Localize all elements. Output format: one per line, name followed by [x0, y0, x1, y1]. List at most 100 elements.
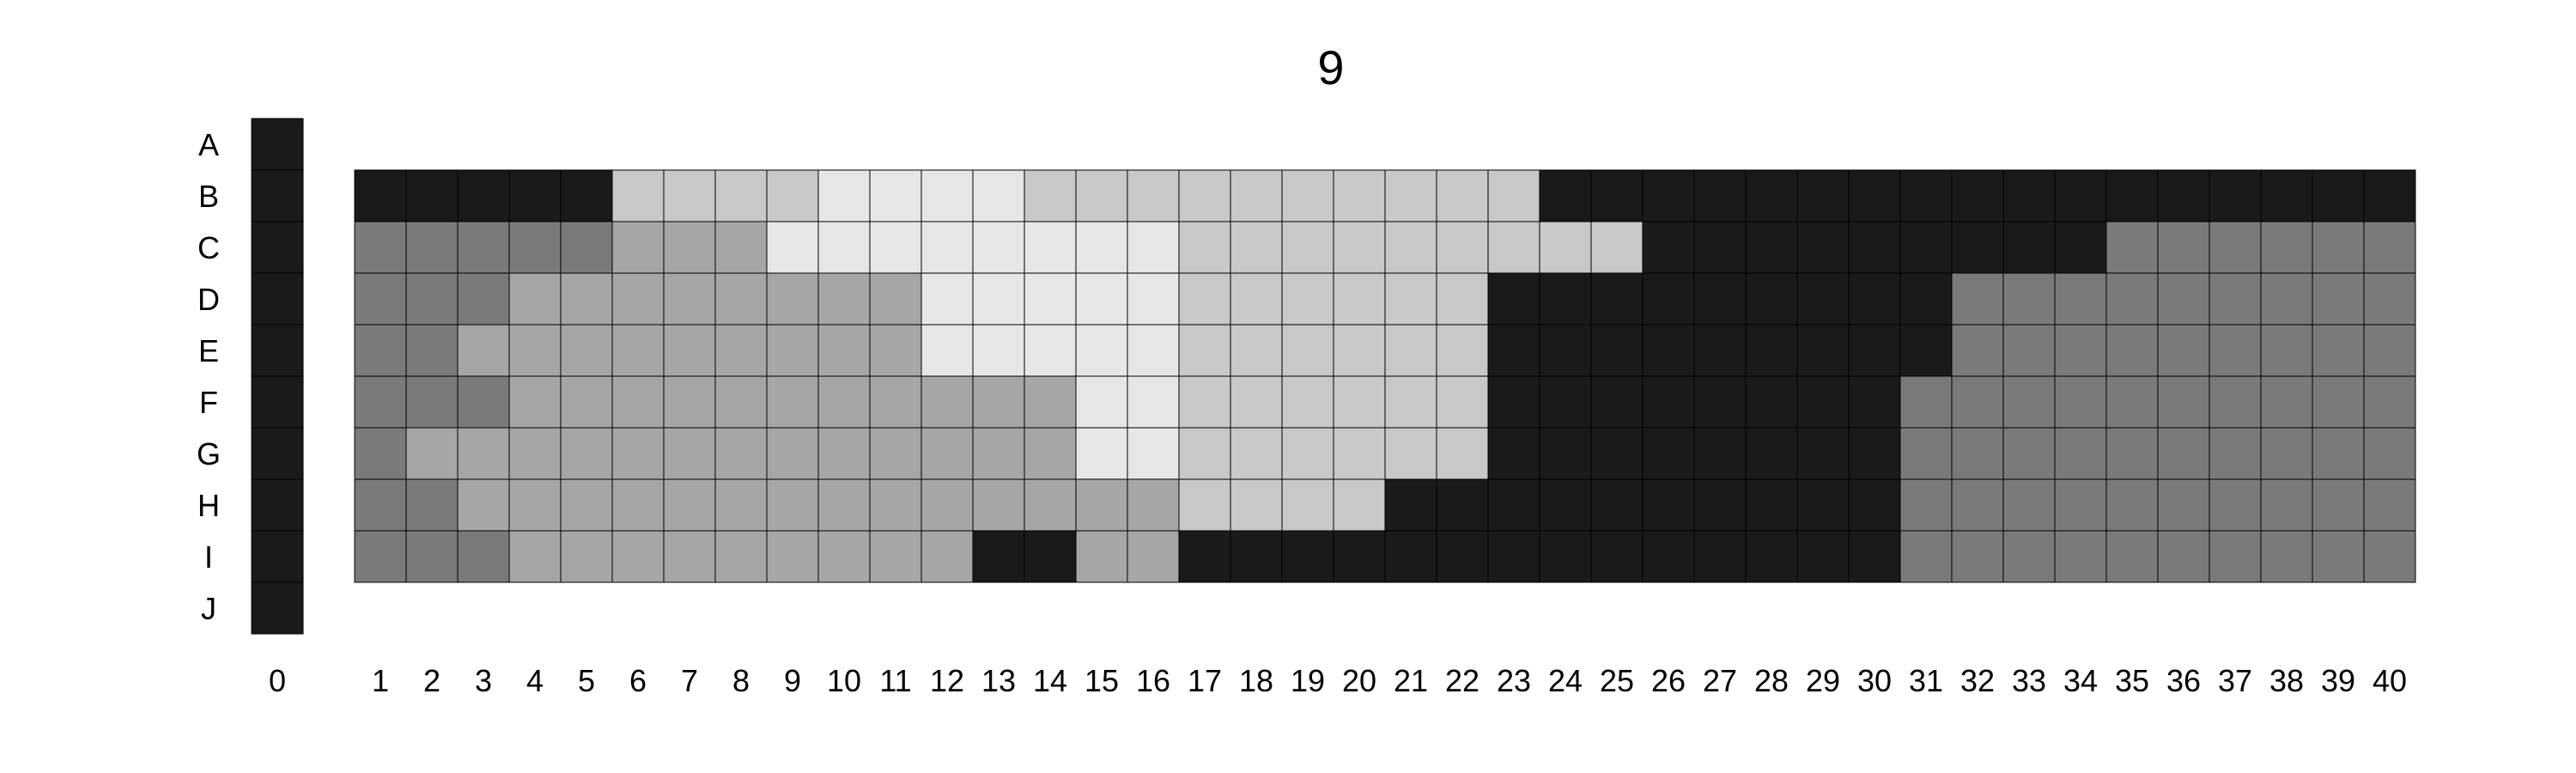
cell-I-8: [714, 530, 768, 583]
cell-E-14: [1024, 324, 1077, 377]
cell-C-14: [1024, 221, 1077, 274]
cell-D-10: [817, 272, 871, 326]
cell-I-32: [1951, 530, 2004, 583]
cell-C-28: [1745, 221, 1798, 274]
cell-G-16: [1127, 427, 1180, 480]
row-label-H: H: [197, 488, 220, 523]
cell-D-27: [1693, 272, 1747, 326]
cell-D-23: [1487, 272, 1540, 326]
cell-F-37: [2208, 375, 2262, 429]
cell-F-3: [457, 375, 510, 429]
cell-I-17: [1178, 530, 1231, 583]
cell-B-25: [1590, 169, 1643, 222]
column-label-13: 13: [981, 663, 1016, 698]
cell-H-16: [1127, 478, 1180, 532]
cell-D-30: [1848, 272, 1901, 326]
cell-G-1: [354, 427, 407, 480]
cell-F-26: [1642, 375, 1695, 429]
cell-F-17: [1178, 375, 1231, 429]
cell-D-28: [1745, 272, 1798, 326]
cell-F-38: [2260, 375, 2313, 429]
cell-E-23: [1487, 324, 1540, 377]
cell-C-30: [1848, 221, 1901, 274]
cell-I-14: [1024, 530, 1077, 583]
column-label-16: 16: [1136, 663, 1170, 698]
column-label-21: 21: [1394, 663, 1428, 698]
cell-I-4: [508, 530, 562, 583]
cell-C-23: [1487, 221, 1540, 274]
cell-I-37: [2208, 530, 2262, 583]
cell-G-12: [920, 427, 974, 480]
column-label-38: 38: [2269, 663, 2304, 698]
cell-G-33: [2002, 427, 2056, 480]
cell-H-17: [1178, 478, 1231, 532]
cell-H-29: [1796, 478, 1850, 532]
cell-I-1: [354, 530, 407, 583]
cell-G-30: [1848, 427, 1901, 480]
column-label-5: 5: [578, 663, 595, 698]
cell-E-39: [2312, 324, 2365, 377]
column-label-22: 22: [1445, 663, 1479, 698]
cell-C-2: [405, 221, 459, 274]
cell-F-7: [663, 375, 716, 429]
cell-B-18: [1230, 169, 1283, 222]
cell-D-7: [663, 272, 716, 326]
cell-F-19: [1281, 375, 1334, 429]
cell-C-20: [1333, 221, 1386, 274]
cell-G-6: [611, 427, 665, 480]
cell-E-8: [714, 324, 768, 377]
cell-I-29: [1796, 530, 1850, 583]
cell-F-23: [1487, 375, 1540, 429]
cell-C-29: [1796, 221, 1850, 274]
cell-D-5: [560, 272, 613, 326]
cell-H-1: [354, 478, 407, 532]
cell-C-24: [1539, 221, 1592, 274]
cell-G-23: [1487, 427, 1540, 480]
cell-G-31: [1899, 427, 1953, 480]
cell-H-30: [1848, 478, 1901, 532]
cell-I-0: [251, 530, 304, 583]
cell-I-33: [2002, 530, 2056, 583]
chart-title: 9: [1317, 40, 1344, 94]
cell-I-31: [1899, 530, 1953, 583]
cell-H-39: [2312, 478, 2365, 532]
cell-C-32: [1951, 221, 2004, 274]
cell-F-29: [1796, 375, 1850, 429]
cell-I-21: [1384, 530, 1437, 583]
cell-D-36: [2157, 272, 2210, 326]
cell-E-12: [920, 324, 974, 377]
cell-C-13: [972, 221, 1025, 274]
cell-C-0: [251, 221, 304, 274]
cell-I-24: [1539, 530, 1592, 583]
cell-D-18: [1230, 272, 1283, 326]
cell-G-15: [1075, 427, 1128, 480]
cell-B-27: [1693, 169, 1747, 222]
cell-I-11: [869, 530, 922, 583]
cell-F-14: [1024, 375, 1077, 429]
cell-C-35: [2105, 221, 2159, 274]
cell-E-25: [1590, 324, 1643, 377]
cell-F-31: [1899, 375, 1953, 429]
cell-G-38: [2260, 427, 2313, 480]
cell-H-32: [1951, 478, 2004, 532]
cell-D-25: [1590, 272, 1643, 326]
cell-H-36: [2157, 478, 2210, 532]
cell-C-5: [560, 221, 613, 274]
row-label-I: I: [204, 539, 213, 575]
cell-D-38: [2260, 272, 2313, 326]
cell-G-5: [560, 427, 613, 480]
cell-F-32: [1951, 375, 2004, 429]
column-label-27: 27: [1703, 663, 1737, 698]
cell-E-22: [1436, 324, 1489, 377]
column-label-37: 37: [2218, 663, 2252, 698]
cell-F-36: [2157, 375, 2210, 429]
cell-D-21: [1384, 272, 1437, 326]
cell-E-30: [1848, 324, 1901, 377]
column-label-11: 11: [879, 663, 911, 698]
cell-H-4: [508, 478, 562, 532]
cell-B-1: [354, 169, 407, 222]
cell-F-34: [2054, 375, 2107, 429]
cell-I-9: [766, 530, 819, 583]
cell-D-4: [508, 272, 562, 326]
